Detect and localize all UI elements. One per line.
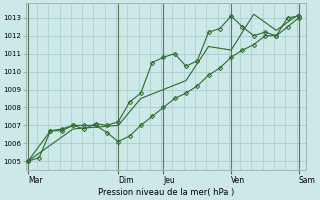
X-axis label: Pression niveau de la mer( hPa ): Pression niveau de la mer( hPa ) bbox=[98, 188, 234, 197]
